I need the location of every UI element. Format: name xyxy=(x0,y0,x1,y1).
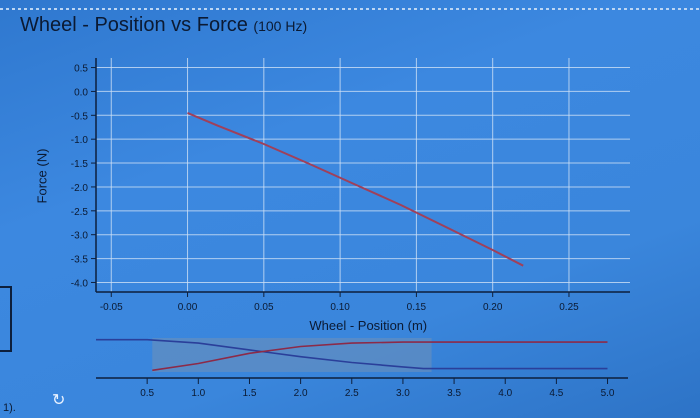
x-tick-label: 0.05 xyxy=(254,302,274,313)
y-tick-label: 0.0 xyxy=(74,87,88,98)
y-tick-label: -2.0 xyxy=(71,183,89,194)
overview-tick-label: 1.5 xyxy=(243,388,257,399)
main-plot-area[interactable]: 0.5 0.0 -0.5 -1.0 -1.5 -2.0 -2.5 -3.0 -3.5 -4.0 -0… xyxy=(71,58,630,333)
overview-tick-label: 4.5 xyxy=(549,388,563,399)
refresh-icon[interactable]: ↻ xyxy=(52,392,66,409)
side-frame xyxy=(0,286,12,352)
x-tick-label: 0.20 xyxy=(483,302,503,313)
top-border xyxy=(0,8,700,10)
chart-title-sampling-rate: (100 Hz) xyxy=(253,18,308,34)
x-tick-label: 0.15 xyxy=(407,302,427,313)
overview-tick-label: 3.0 xyxy=(396,388,410,399)
x-tick-label: -0.05 xyxy=(100,302,123,313)
y-tick-label: -1.0 xyxy=(71,135,89,146)
force-series-line xyxy=(187,111,524,267)
x-tick-label: 0.25 xyxy=(559,302,579,313)
plot-frame xyxy=(96,58,630,292)
x-tick-label: 0.10 xyxy=(330,302,350,313)
y-tick-label: -2.5 xyxy=(71,207,89,218)
overview-strip[interactable]: 0.5 1.0 1.5 2.0 2.5 3.0 3.5 4.0 4.5 5.0 xyxy=(96,338,628,399)
overview-tick-label: 3.5 xyxy=(447,388,461,399)
page-mark: 1). xyxy=(3,402,16,414)
y-tick-label: -3.5 xyxy=(71,255,89,266)
y-tick-label: -3.0 xyxy=(71,231,89,242)
overview-tick-label: 2.0 xyxy=(294,388,308,399)
overview-force-line xyxy=(152,341,608,372)
y-tick-label: -0.5 xyxy=(71,111,89,122)
overview-tick-label: 4.0 xyxy=(498,388,512,399)
overview-tick-label: 5.0 xyxy=(601,388,615,399)
overview-tick-label: 2.5 xyxy=(345,388,359,399)
overview-position-line xyxy=(96,338,608,370)
x-axis-label: Wheel - Position (m) xyxy=(309,318,427,333)
chart-title: Wheel - Position vs Force (100 Hz) xyxy=(20,14,307,37)
overview-tick-label: 0.5 xyxy=(140,388,154,399)
y-tick-label: -4.0 xyxy=(71,278,89,289)
overview-tick-label: 1.0 xyxy=(191,388,205,399)
y-tick-label: 0.5 xyxy=(74,64,88,75)
chart-title-text: Wheel - Position vs Force xyxy=(20,14,248,36)
y-tick-label: -1.5 xyxy=(71,159,89,170)
x-tick-label: 0.00 xyxy=(178,302,198,313)
